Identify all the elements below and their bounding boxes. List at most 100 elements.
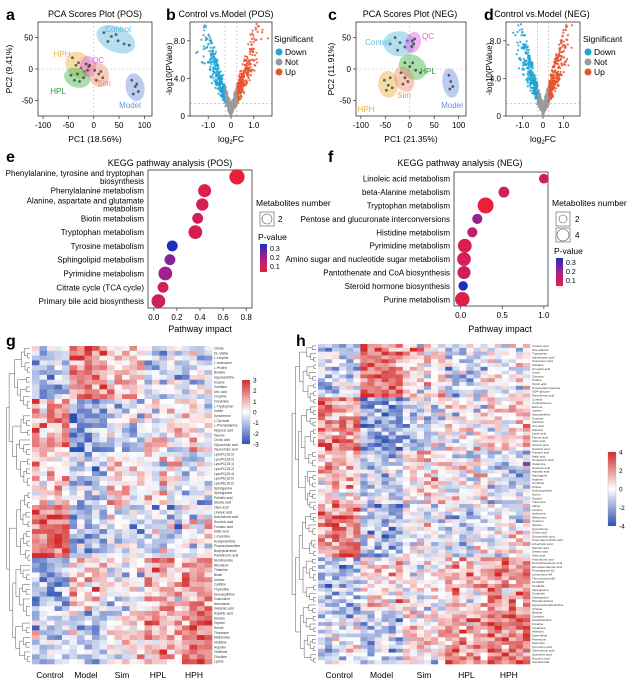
heatmap-cell (481, 371, 488, 375)
heatmap-cell (175, 356, 183, 361)
heatmap-cell (382, 462, 389, 466)
heatmap-cell (488, 352, 495, 356)
heatmap-cell (190, 389, 198, 394)
heatmap-cell (77, 587, 85, 592)
heatmap-cell (85, 356, 93, 361)
heatmap-cell (410, 367, 417, 371)
heatmap-cell (145, 582, 153, 587)
heatmap-cell (122, 572, 130, 577)
heatmap-cell (70, 471, 78, 476)
heatmap-cell (175, 389, 183, 394)
heatmap-cell (466, 454, 473, 458)
group-label-control: Control (365, 38, 391, 47)
heatmap-cell (182, 409, 190, 414)
heatmap-cell (339, 474, 346, 478)
heatmap-cell (452, 458, 459, 462)
heatmap-cell (424, 439, 431, 443)
heatmap-cell (77, 418, 85, 423)
heatmap-cell (115, 553, 123, 558)
heatmap-cell (152, 466, 160, 471)
heatmap-cell (160, 568, 168, 573)
heatmap-cell (182, 399, 190, 404)
heatmap-cell (182, 659, 190, 664)
heatmap-cell (130, 346, 138, 351)
heatmap-cell (445, 458, 452, 462)
heatmap-cell (32, 601, 40, 606)
heatmap-cell (115, 481, 123, 486)
dendrogram-branch (313, 597, 316, 601)
heatmap-cell (152, 481, 160, 486)
heatmap-cell (115, 385, 123, 390)
heatmap-cell (346, 458, 353, 462)
heatmap-cell (353, 447, 360, 451)
volcano-point-down (531, 64, 533, 66)
heatmap-cell (389, 378, 396, 382)
heatmap-cell (152, 385, 160, 390)
heatmap-cell (197, 534, 205, 539)
heatmap-cell (85, 601, 93, 606)
heatmap-cell (431, 352, 438, 356)
heatmap-cell (167, 505, 175, 510)
pca-point-qc (411, 39, 414, 42)
heatmap-cell (167, 582, 175, 587)
volcano-point-down (215, 51, 217, 53)
heatmap-cell (396, 394, 403, 398)
heatmap-row-label: LysoPE(16:0) (214, 477, 234, 481)
heatmap-cell (325, 378, 332, 382)
heatmap-cell (122, 568, 130, 573)
volcano-point-up (565, 39, 567, 41)
heatmap-cell (481, 470, 488, 474)
heatmap-cell (92, 553, 100, 558)
heatmap-cell (197, 505, 205, 510)
volcano-point-down (211, 82, 213, 84)
heatmap-cell (325, 485, 332, 489)
heatmap-cell (495, 409, 502, 413)
heatmap-cell (360, 470, 367, 474)
heatmap-cell (100, 654, 108, 659)
heatmap-cell (382, 348, 389, 352)
y-tick-label: 0 (497, 112, 502, 121)
heatmap-cell (152, 587, 160, 592)
pathway-label: Biotin metabolism (81, 214, 144, 223)
heatmap-cell (122, 375, 130, 380)
heatmap-cell (85, 616, 93, 621)
heatmap-cell (92, 635, 100, 640)
heatmap-cell (523, 409, 530, 413)
heatmap-cell (396, 371, 403, 375)
heatmap-cell (32, 553, 40, 558)
heatmap-cell (182, 616, 190, 621)
heatmap-cell (32, 625, 40, 630)
pca-point-model (137, 90, 140, 93)
heatmap-cell (190, 394, 198, 399)
heatmap-group-label: Sim (115, 670, 130, 680)
pca-point-hpl (73, 79, 76, 82)
heatmap-cell (417, 344, 424, 348)
heatmap-cell (145, 601, 153, 606)
heatmap-cell (32, 592, 40, 597)
heatmap-cell (459, 474, 466, 478)
heatmap-cell (115, 558, 123, 563)
kegg-neg-xlabel: Pathway impact (468, 324, 532, 334)
legend-not-label: Not (594, 57, 608, 67)
volcano-point-up (560, 42, 562, 44)
heatmap-cell (182, 635, 190, 640)
heatmap-cell (197, 394, 205, 399)
heatmap-cell (175, 582, 183, 587)
heatmap-cell (445, 378, 452, 382)
dendrogram-branch (306, 618, 313, 627)
heatmap-cell (182, 529, 190, 534)
pca-point-hpl (70, 74, 73, 77)
heatmap-cell (77, 471, 85, 476)
heatmap-cell (32, 486, 40, 491)
volcano-point-down (221, 75, 223, 77)
heatmap-cell (40, 380, 48, 385)
heatmap-cell (205, 433, 213, 438)
heatmap-cell (367, 420, 374, 424)
heatmap-cell (70, 630, 78, 635)
heatmap-cell (318, 416, 325, 420)
heatmap-cell (452, 374, 459, 378)
heatmap-cell (32, 476, 40, 481)
heatmap-cell (137, 611, 145, 616)
heatmap-cell (466, 394, 473, 398)
heatmap-cell (152, 558, 160, 563)
